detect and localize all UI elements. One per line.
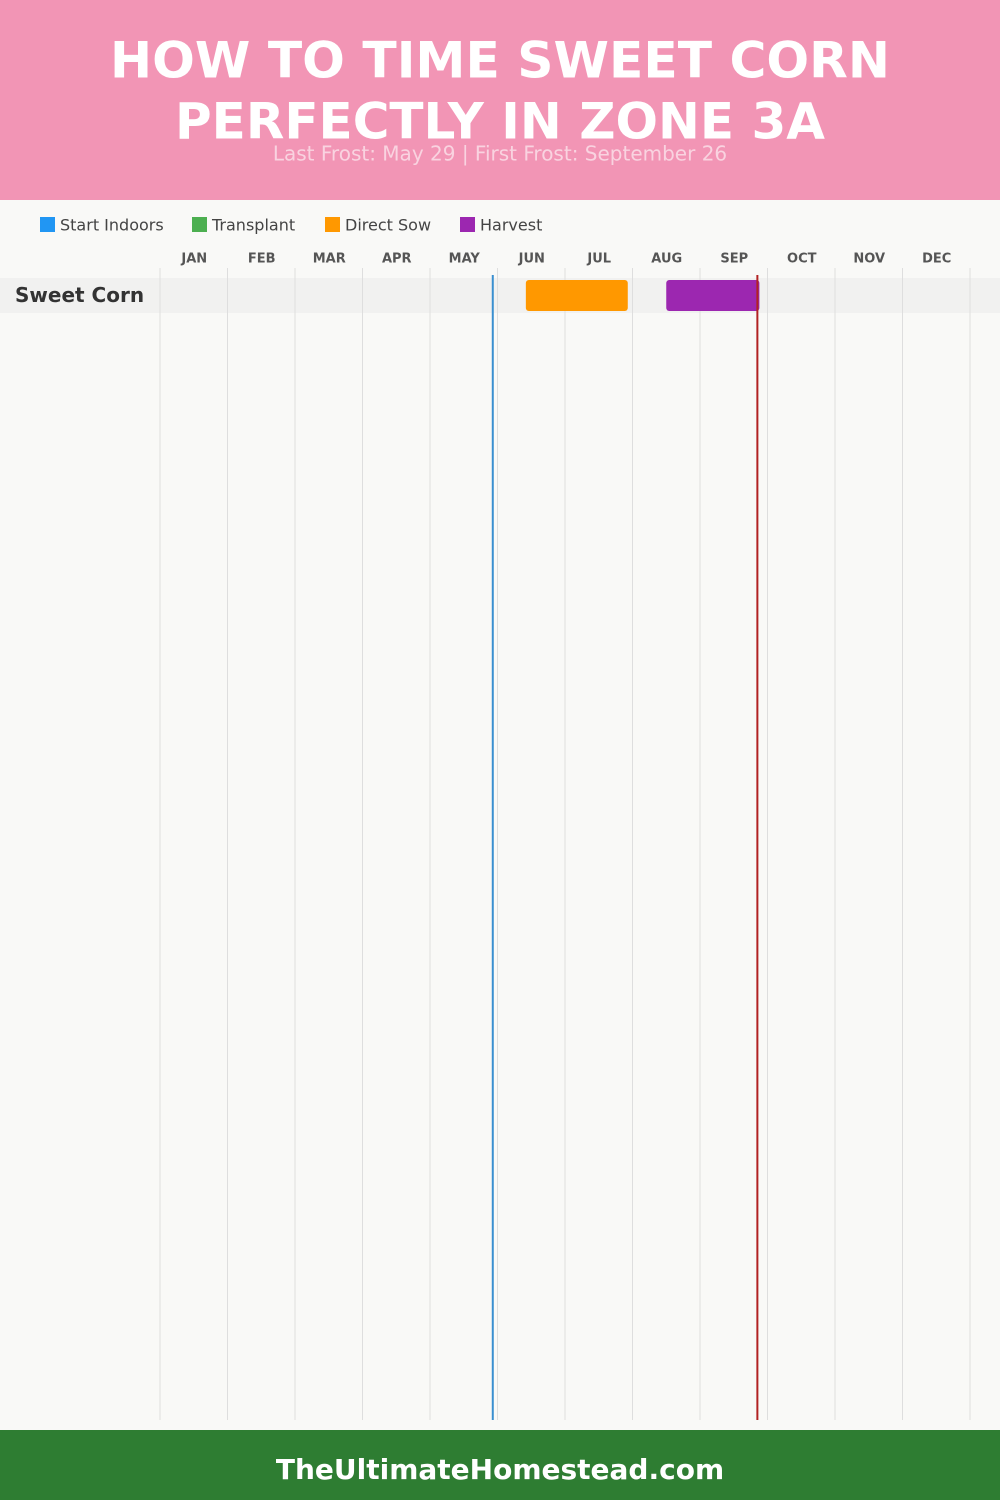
x-tick-label: OCT	[787, 252, 817, 267]
bar	[666, 280, 760, 311]
header	[0, 0, 1000, 200]
row-label: Sweet Corn	[15, 283, 144, 307]
x-tick-label: DEC	[922, 252, 951, 267]
row-band	[0, 278, 1000, 313]
x-tick-label: AUG	[651, 252, 682, 267]
subtitle: Last Frost: May 29 | First Frost: Septem…	[273, 142, 727, 166]
x-tick-label: APR	[382, 252, 412, 267]
x-tick-label: NOV	[853, 252, 885, 267]
legend-label: Transplant	[211, 216, 295, 235]
legend-label: Direct Sow	[345, 216, 431, 235]
footer-band	[0, 1430, 1000, 1500]
legend-swatch	[192, 217, 207, 232]
chart-title: PERFECTLY IN ZONE 3A	[175, 93, 825, 151]
legend-label: Start Indoors	[60, 216, 164, 235]
legend-label: Harvest	[480, 216, 542, 235]
chart-title: HOW TO TIME SWEET CORN	[110, 32, 890, 90]
x-tick-label: SEP	[720, 252, 748, 267]
footer: TheUltimateHomestead.com	[276, 1453, 724, 1486]
x-tick-label: JUL	[586, 252, 611, 267]
x-tick-label: JUN	[518, 252, 545, 267]
bar	[525, 280, 628, 311]
x-tick-label: MAY	[449, 252, 481, 267]
legend-swatch	[40, 217, 55, 232]
x-tick-label: JAN	[180, 252, 207, 267]
x-tick-label: MAR	[313, 252, 346, 267]
legend-swatch	[325, 217, 340, 232]
legend-swatch	[460, 217, 475, 232]
x-tick-label: FEB	[248, 252, 276, 267]
